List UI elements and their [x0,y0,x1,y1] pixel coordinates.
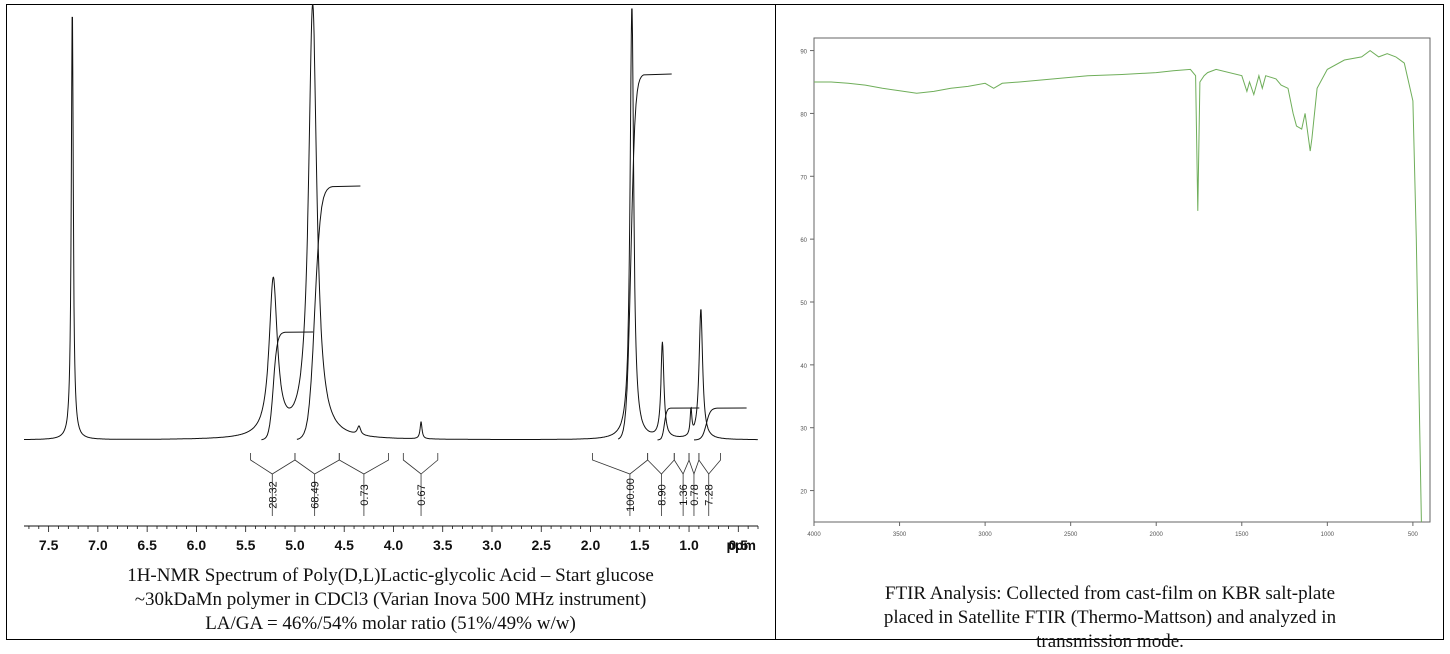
nmr-x-tick-label: 2.0 [581,537,601,553]
nmr-integral-label: 0.67 [416,484,428,505]
nmr-integral-curve [617,73,672,440]
nmr-x-tick-label: 1.5 [630,537,650,553]
nmr-x-tick-label: 7.5 [39,537,59,553]
nmr-x-tick-label: 6.0 [187,537,207,553]
ftir-caption: FTIR Analysis: Collected from cast-film … [776,582,1444,654]
nmr-x-tick-label: 3.5 [433,537,453,553]
ftir-x-tick-label: 3500 [893,532,907,538]
ftir-x-tick-label: 3000 [978,532,992,538]
nmr-caption-line-3: LA/GA = 46%/54% molar ratio (51%/49% w/w… [205,613,576,634]
nmr-integral-label: 68.49 [310,481,322,509]
nmr-integral-label: 7.28 [704,484,716,505]
nmr-integral-bracket [250,453,296,475]
nmr-x-tick-label: 1.0 [679,537,699,553]
nmr-integral-bracket [698,453,721,475]
nmr-integral-bracket [294,453,340,475]
nmr-integral-label: 0.73 [359,484,371,505]
ftir-chart: 90 80 70 60 50 40 30 20 4000 3500 3000 2500 2000 1500… [800,37,1431,538]
figure-frame [6,4,1444,640]
ftir-y-tick-label: 50 [800,301,807,307]
nmr-integral-label: 8.90 [656,484,668,505]
nmr-caption-line-2: ~30kDaMn polymer in CDCl3 (Varian Inova … [134,589,647,610]
nmr-x-tick-label: 5.0 [285,537,305,553]
nmr-spectrum-trace [24,3,758,441]
ftir-y-tick-label: 20 [800,490,807,496]
nmr-x-tick-label: 0.5 [729,537,749,553]
nmr-integral-label: 1.36 [678,484,690,505]
ftir-y-tick-label: 30 [800,427,807,433]
nmr-x-tick-label: 5.5 [236,537,256,553]
nmr-integral-bracket [338,453,389,475]
ftir-y-tick-label: 90 [800,50,807,56]
ftir-x-tick-label: 2500 [1064,532,1078,538]
ftir-x-tick-label: 500 [1408,532,1419,538]
nmr-caption-line-1: 1H-NMR Spectrum of Poly(D,L)Lactic-glyco… [127,565,654,586]
nmr-integral-bracket [592,453,649,475]
ftir-spectrum-line [814,49,1422,523]
nmr-x-tick-label: 4.5 [334,537,354,553]
ftir-x-tick-label: 4000 [807,532,821,538]
nmr-integral-bracket [647,453,675,475]
nmr-integral-curve [296,185,361,440]
ftir-x-tick-label: 2000 [1150,532,1164,538]
ftir-y-tick-label: 70 [800,175,807,181]
nmr-integral-label: 28.32 [267,481,279,509]
nmr-x-tick-label: 4.0 [384,537,404,553]
nmr-integral-bracket [688,453,700,476]
nmr-integral-label: 0.78 [689,484,701,505]
nmr-x-tick-label: 6.5 [137,537,157,553]
ftir-plot-area [813,37,1431,523]
nmr-integral-label: 100.00 [625,478,637,512]
nmr-x-axis-label: ppm [726,537,756,553]
nmr-integral-bracket [673,453,690,475]
nmr-integral-bracket [402,453,439,475]
nmr-chart: 28.32 68.49 0.73 0.67 100.00 8.90 1.360.78 7.28… [24,3,759,553]
nmr-caption: 1H-NMR Spectrum of Poly(D,L)Lactic-glyco… [6,564,775,636]
ftir-caption-line-1: FTIR Analysis: Collected from cast-film … [884,583,1336,604]
nmr-integral-curve [694,407,747,441]
ftir-x-tick-label: 1500 [1235,532,1249,538]
ftir-caption-line-2: placed in Satellite FTIR (Thermo-Mattson… [883,607,1337,628]
nmr-x-tick-label: 7.0 [88,537,108,553]
nmr-panel: 28.32 68.49 0.73 0.67 100.00 8.90 1.36 0.78 7.28… [6,3,775,640]
nmr-integral-curve [261,331,314,441]
ftir-y-tick-label: 40 [800,364,807,370]
ftir-panel: 90 80 70 60 50 40 30 20 4000 3500 3000 2500 2000 1500… [776,4,1444,652]
ftir-y-tick-label: 80 [800,112,807,118]
nmr-x-tick-label: 2.5 [532,537,552,553]
nmr-integral-curve [657,407,700,441]
ftir-caption-line-3: transmission mode. [1036,631,1184,652]
ftir-x-tick-label: 1000 [1321,532,1335,538]
nmr-x-tick-label: 3.0 [482,537,502,553]
panel-divider [775,4,776,640]
ftir-y-tick-label: 60 [800,238,807,244]
